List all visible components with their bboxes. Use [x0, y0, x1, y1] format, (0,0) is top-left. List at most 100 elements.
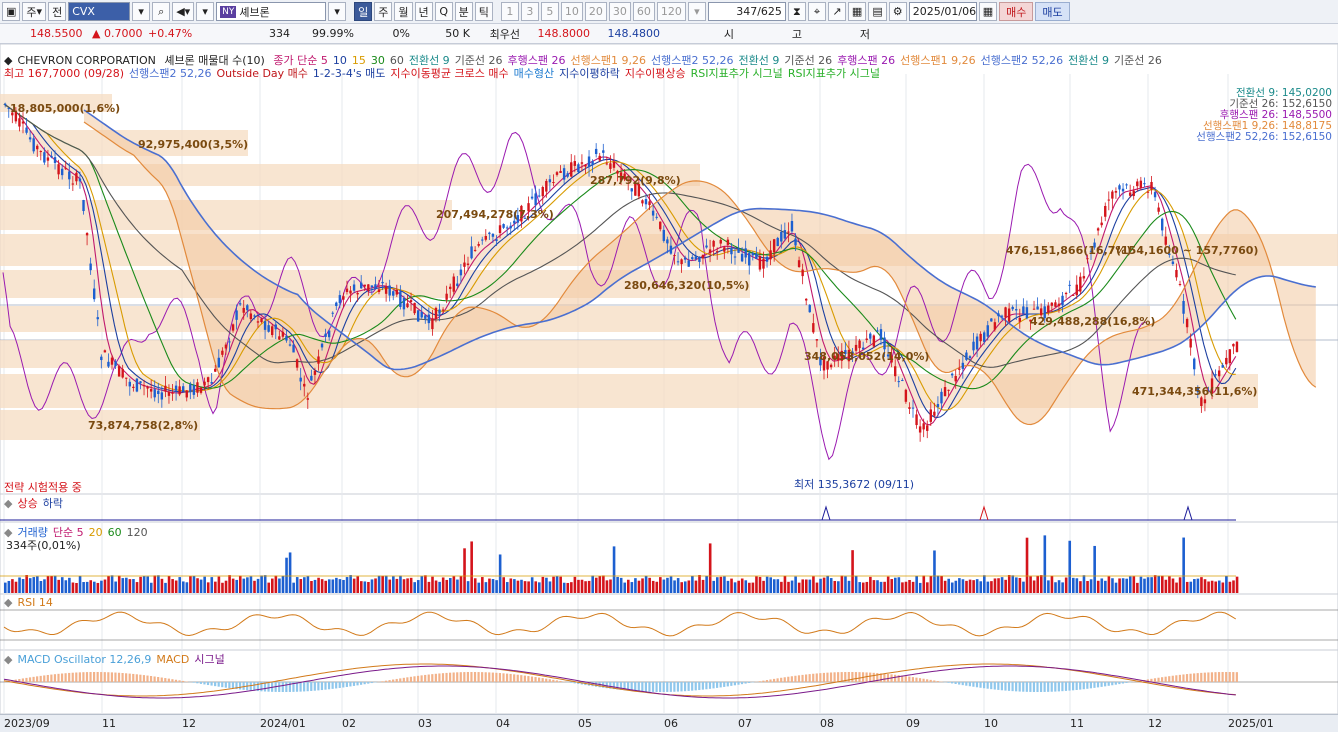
candle-body	[1153, 192, 1157, 198]
candle-body	[441, 309, 445, 311]
macd-histogram-bar	[772, 678, 776, 682]
tab-day[interactable]: 일	[354, 2, 373, 21]
candle-body	[267, 325, 270, 332]
n-button-1[interactable]: 1	[500, 2, 519, 21]
grid-icon[interactable]: ▦	[847, 2, 867, 21]
macd-histogram-bar	[167, 678, 170, 682]
draw-icon[interactable]: ↗	[827, 2, 846, 21]
volume-bar	[345, 577, 349, 593]
macd-histogram-bar	[68, 672, 71, 682]
candle-body	[189, 384, 192, 392]
volume-bar	[865, 581, 869, 593]
candle-body	[854, 344, 858, 351]
volume-bar	[1022, 581, 1025, 593]
n-button-5[interactable]: 5	[540, 2, 559, 21]
tab-minute[interactable]: 분	[454, 2, 473, 21]
date-field[interactable]: 2025/01/06	[908, 2, 977, 21]
count-field[interactable]: 347/625	[707, 2, 786, 21]
name-field[interactable]: NY 셰브론	[216, 2, 327, 21]
candle-body	[1196, 387, 1199, 393]
macd-histogram-bar	[125, 673, 128, 682]
x-tick-label: 2023/09	[4, 717, 50, 730]
search-icon[interactable]: ⌕	[152, 2, 171, 21]
n-button-60[interactable]: 60	[632, 2, 655, 21]
macd-histogram-bar	[983, 682, 986, 689]
macd-histogram-bar	[623, 682, 626, 691]
sell-button[interactable]: 매도	[1035, 2, 1070, 21]
tab-year[interactable]: 년	[414, 2, 433, 21]
ratio-value: 99.99%	[312, 27, 354, 40]
legend-item: Outside Day 매수	[216, 67, 308, 80]
candle-body	[335, 302, 338, 307]
layout-icon[interactable]: ▣	[2, 2, 21, 21]
legend-items-2: 최고 167,7000 (09/28) 선행스팬2 52,26 Outside Da…	[4, 67, 885, 80]
candle-body	[577, 164, 580, 173]
tools-icon[interactable]: ⌖	[807, 2, 826, 21]
volume-bar	[360, 581, 363, 593]
chart-area[interactable]: ◆ CHEVRON CORPORATION 셰브론 매물대 수(10) 종가 단순…	[0, 44, 1338, 732]
tab-week[interactable]: 주	[374, 2, 393, 21]
volume-bar	[11, 579, 14, 593]
x-tick-label: 07	[738, 717, 752, 730]
save-icon[interactable]: ▤	[868, 2, 887, 21]
all-toggle[interactable]: 전	[48, 2, 67, 21]
volume-bar	[908, 580, 911, 593]
macd-histogram-bar	[847, 672, 850, 682]
volume-bar	[142, 576, 146, 593]
macd-histogram-bar	[911, 677, 914, 682]
scale-icon[interactable]: ⧗	[787, 2, 806, 21]
macd-histogram-bar	[961, 682, 964, 686]
name-dropdown[interactable]: ▾	[328, 2, 347, 21]
n-button-20[interactable]: 20	[584, 2, 607, 21]
macd-histogram-bar	[192, 682, 195, 683]
n-button-120[interactable]: 120	[656, 2, 686, 21]
candle-body	[68, 171, 71, 180]
candle-body	[950, 373, 954, 376]
macd-histogram-bar	[812, 673, 815, 682]
chart-canvas[interactable]	[0, 44, 1338, 714]
candle-body	[886, 354, 890, 357]
dropdown-icon[interactable]: ▾	[132, 2, 151, 21]
tab-tick[interactable]: 틱	[474, 2, 493, 21]
volume-n20: 20	[88, 526, 103, 539]
volume-bar	[858, 582, 861, 593]
volume-bar	[918, 582, 922, 593]
calendar-icon[interactable]: ▦	[978, 2, 998, 21]
x-tick-label: 03	[418, 717, 432, 730]
n-button-10[interactable]: 10	[560, 2, 583, 21]
n-button-3[interactable]: 3	[520, 2, 539, 21]
volume-bar	[274, 575, 278, 593]
macd-histogram-bar	[303, 682, 306, 692]
more-dropdown[interactable]: ▾	[196, 2, 215, 21]
candle-body	[527, 203, 530, 212]
candle-body	[879, 329, 883, 340]
buy-button[interactable]: 매수	[999, 2, 1034, 21]
candle-body	[538, 195, 541, 197]
x-tick-label: 11	[102, 717, 116, 730]
count-value: 347	[736, 5, 758, 18]
volume-bar	[53, 575, 57, 593]
candle-body	[263, 321, 267, 330]
n-dropdown[interactable]: ▾	[687, 2, 706, 21]
legend-dot-icon: ◆	[4, 526, 13, 539]
tab-month[interactable]: 월	[394, 2, 413, 21]
n-button-30[interactable]: 30	[608, 2, 631, 21]
market-select[interactable]: 주 ▾	[22, 2, 47, 21]
code-input[interactable]: CVX	[68, 2, 131, 21]
volume-bar	[1207, 581, 1210, 593]
candle-body	[904, 389, 908, 402]
volume-bar	[997, 578, 1000, 593]
candle-body	[1111, 191, 1114, 199]
candle-body	[726, 239, 730, 245]
volume-bar	[249, 576, 253, 593]
candle-body	[861, 347, 865, 350]
profile-label: 348,053,052(14,0%)	[804, 350, 930, 363]
macd-histogram-bar	[926, 679, 929, 682]
sound-icon[interactable]: ◀▾	[172, 2, 195, 21]
macd-histogram-bar	[60, 673, 64, 682]
gear-icon[interactable]: ⚙	[888, 2, 907, 21]
legend-item: 지수이평하락	[559, 67, 620, 80]
macd-histogram-bar	[1015, 682, 1018, 692]
ichimoku-cloud	[84, 110, 1316, 425]
tab-quarter[interactable]: Q	[434, 2, 453, 21]
